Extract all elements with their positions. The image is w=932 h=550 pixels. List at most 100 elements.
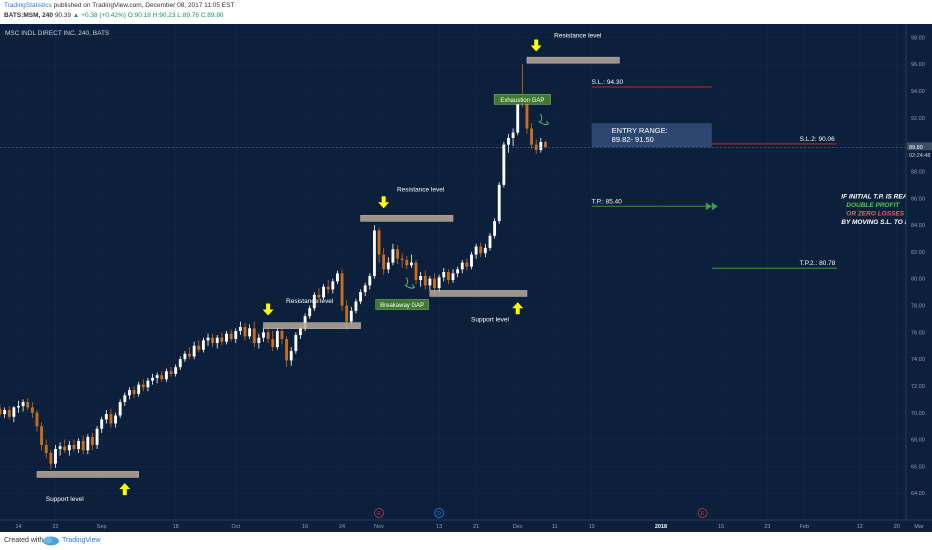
candle-body <box>160 375 164 380</box>
y-tick-label: 96.00 <box>911 62 925 68</box>
note-line-3: OR ZERO LOSSES <box>846 210 904 217</box>
breakaway-gap-label: Breakaway GAP <box>380 303 424 309</box>
x-tick-label: 12 <box>857 524 863 530</box>
candle-body <box>146 380 150 388</box>
author-link[interactable]: TradingStatistics <box>4 2 52 9</box>
candle-body <box>104 414 108 420</box>
created-with-text: Created with <box>4 537 44 544</box>
x-tick-label: 11 <box>552 524 558 530</box>
chart-title: MSC INDL DIRECT INC, 240, BATS <box>5 30 110 37</box>
tradingview-brand[interactable]: TradingView <box>62 537 101 544</box>
x-tick-label: Oct <box>231 524 240 530</box>
publish-line: TradingStatistics published on TradingVi… <box>4 2 234 9</box>
candle-body <box>58 446 62 449</box>
event-marker-icon <box>374 508 384 518</box>
candle-body <box>174 367 178 374</box>
header-bar: TradingStatistics published on TradingVi… <box>0 0 932 24</box>
candle-body <box>354 301 358 311</box>
candle-body <box>248 328 252 337</box>
symbol-line: BATS:MSM, 240 90.39 ▲ +0.38 (+0.42%) O:9… <box>4 12 224 19</box>
price-change: ▲ +0.38 (+0.42%) <box>72 12 126 19</box>
footer-bar: Created with TradingView <box>0 532 932 550</box>
candle-body <box>95 428 99 445</box>
support-level-2 <box>429 290 528 297</box>
ohlc-values: O:90.18 H:90.23 L:89.76 C:89.80 <box>127 12 224 19</box>
candle-body <box>391 249 395 263</box>
x-tick-label: 13 <box>436 524 442 530</box>
support-level-1-label: Support level <box>46 496 84 503</box>
event-marker-icon <box>434 508 445 518</box>
candle-body <box>3 410 7 415</box>
candle-body <box>414 262 418 281</box>
candle-body <box>456 269 460 274</box>
support-level-2-label: Support level <box>471 317 509 324</box>
candle-body <box>114 415 117 424</box>
x-tick-label: 22 <box>52 524 58 530</box>
candle-body <box>21 402 25 407</box>
breakaway-gap-pointer-icon <box>404 277 416 289</box>
candle-body <box>326 286 330 290</box>
last-price: 90.39 <box>54 12 72 19</box>
candle-body <box>63 446 67 451</box>
countdown-label: 02:24:48 <box>909 153 930 159</box>
candle-body <box>470 254 473 267</box>
candle-body <box>474 246 478 255</box>
x-tick-label: Nov <box>374 524 384 530</box>
candle-body <box>155 375 159 378</box>
candle-body <box>493 221 497 236</box>
candle-body <box>229 333 233 340</box>
stop-loss-label-1: S.L.: 94.30 <box>592 79 624 86</box>
candle-body <box>137 384 141 394</box>
candle-body <box>44 444 48 453</box>
y-tick-label: 72.00 <box>911 384 925 390</box>
candle-body <box>132 389 136 394</box>
support-level-1 <box>36 471 139 478</box>
entry-range-label: ENTRY RANGE: <box>612 126 668 135</box>
tradingview-logo-icon <box>42 535 60 548</box>
support-level-2-arrow-icon <box>512 302 524 315</box>
candle-body <box>400 258 404 260</box>
chart-background <box>0 24 932 532</box>
y-tick-label: 88.00 <box>911 169 925 175</box>
support-level-1-arrow-icon <box>119 483 131 496</box>
candle-body <box>372 230 376 277</box>
candle-body <box>252 328 256 344</box>
resistance-level-1 <box>263 322 361 329</box>
candle-body <box>317 294 321 298</box>
candle-body <box>266 332 270 340</box>
candle-body <box>479 246 483 254</box>
y-tick-label: 86.00 <box>911 196 925 202</box>
y-tick-label: 98.00 <box>911 35 925 41</box>
entry-range-box <box>591 123 712 148</box>
candle-body <box>67 444 71 451</box>
take-profit-label-1: T.P.: 85.40 <box>592 198 623 205</box>
y-tick-label: 80.00 <box>911 277 925 283</box>
y-tick-label: 68.00 <box>911 438 925 444</box>
resistance-level-2-arrow-icon <box>378 196 390 209</box>
candle-body <box>502 144 506 185</box>
event-marker-label: E <box>701 511 705 517</box>
candle-body <box>109 414 113 424</box>
candle-body <box>280 330 284 340</box>
chart[interactable]: MSC INDL DIRECT INC, 240, BATS Support l… <box>0 24 932 532</box>
candle-body <box>285 339 289 361</box>
candle-body <box>86 436 90 451</box>
y-tick-label: 66.00 <box>911 464 925 470</box>
publish-text: published on TradingView.com, December 0… <box>53 2 235 9</box>
symbol-label: BATS:MSM, 240 <box>4 12 53 19</box>
candle-body <box>220 337 224 342</box>
candle-body <box>419 276 423 281</box>
x-tick-label: 19 <box>589 524 595 530</box>
candle-body <box>488 235 492 248</box>
candle-body <box>262 332 265 338</box>
resistance-level-1-arrow-icon <box>262 303 274 316</box>
candle-body <box>35 412 39 427</box>
y-tick-label: 74.00 <box>911 357 925 363</box>
x-tick-label: Dec <box>513 524 523 530</box>
candle-body <box>539 141 543 151</box>
x-tick-label: Mar <box>914 524 924 530</box>
x-tick-label: 21 <box>473 524 479 530</box>
candle-body <box>183 353 187 360</box>
x-tick-label: 18 <box>173 524 179 530</box>
candle-body <box>359 292 362 302</box>
